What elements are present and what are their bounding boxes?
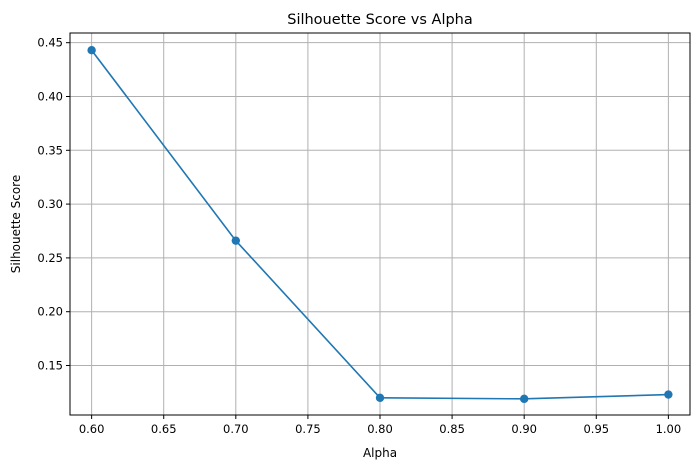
x-tick-label: 0.75	[295, 422, 321, 436]
tick-layer: 0.60 0.65 0.70 0.75 0.80 0.85 0.90 0.95 1.00 0.15…	[37, 36, 681, 436]
series-layer	[87, 46, 673, 404]
data-point	[664, 390, 673, 399]
x-tick-label: 0.90	[511, 422, 537, 436]
x-tick-label: 0.60	[79, 422, 105, 436]
plot-frame	[69, 32, 691, 416]
x-tick-label: 0.95	[583, 422, 609, 436]
data-point	[519, 394, 529, 404]
grid-layer	[70, 33, 690, 415]
x-tick-label: 1.00	[656, 422, 682, 436]
y-axis-label: Silhouette Score	[9, 175, 23, 273]
y-tick-label: 0.20	[37, 305, 63, 319]
y-tick-label: 0.40	[37, 89, 63, 103]
data-point	[375, 393, 385, 402]
y-tick-label: 0.15	[37, 359, 63, 373]
y-tick-label: 0.45	[37, 36, 63, 50]
x-tick-label: 0.80	[367, 422, 393, 436]
chart-title: Silhouette Score vs Alpha	[287, 12, 473, 28]
y-tick-label: 0.25	[37, 251, 63, 265]
x-tick-label: 0.65	[151, 422, 177, 436]
y-tick-label: 0.30	[37, 197, 63, 211]
data-point	[87, 46, 96, 55]
y-tick-label: 0.35	[37, 143, 63, 157]
x-axis-label: Alpha	[363, 446, 397, 460]
data-point	[231, 236, 241, 245]
x-tick-label: 0.85	[439, 422, 465, 436]
x-tick-label: 0.70	[223, 422, 249, 436]
